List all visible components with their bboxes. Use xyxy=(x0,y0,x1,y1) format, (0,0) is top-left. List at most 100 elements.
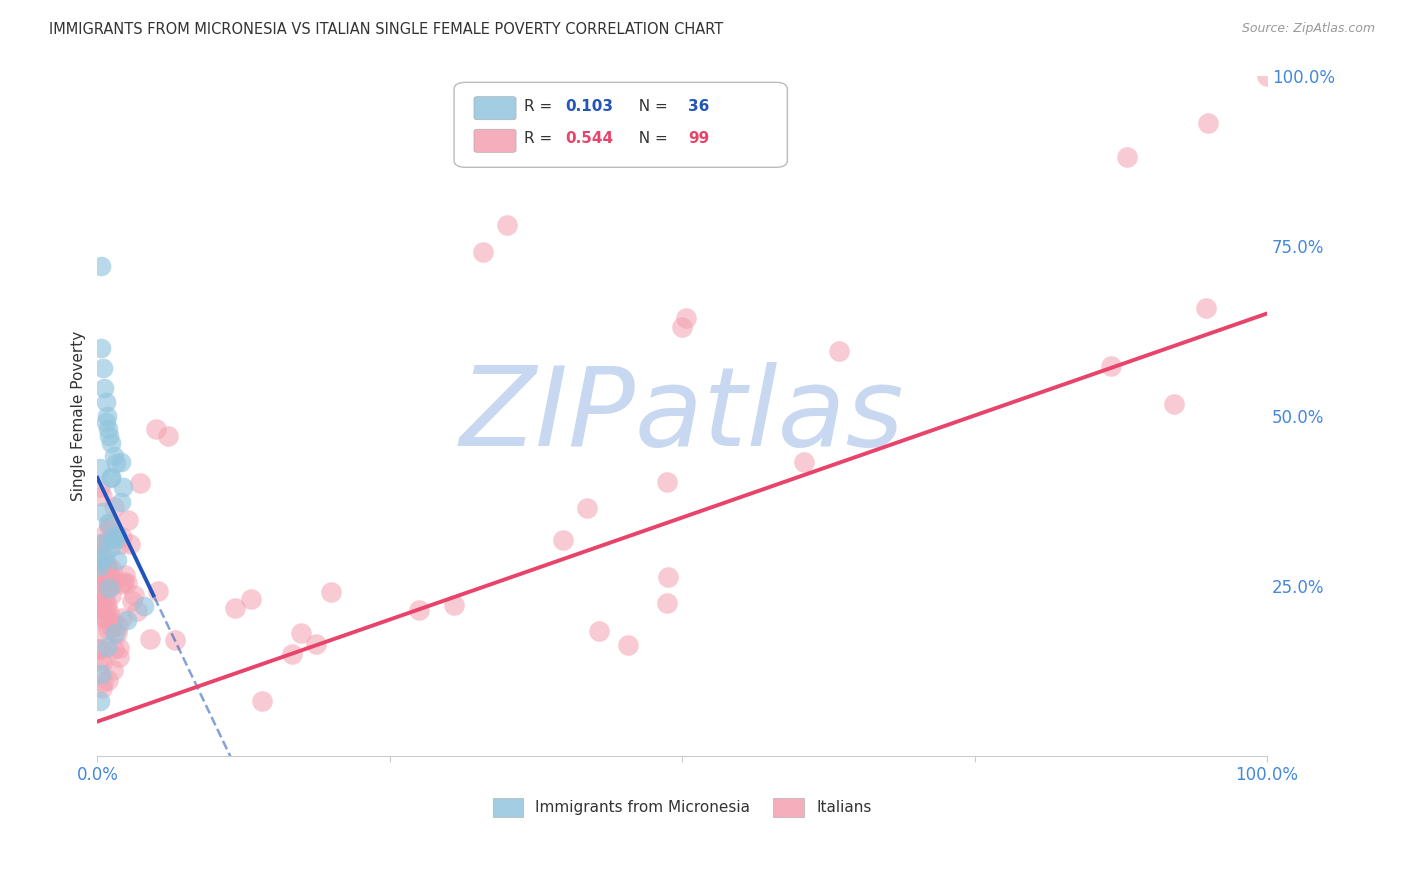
Point xyxy=(101,615,124,629)
Text: 0.103: 0.103 xyxy=(565,99,613,113)
Point xyxy=(97,622,120,636)
Point xyxy=(89,558,111,573)
FancyBboxPatch shape xyxy=(474,96,516,120)
Point xyxy=(89,461,111,475)
Point xyxy=(120,537,142,551)
Point xyxy=(224,601,246,615)
Point xyxy=(443,599,465,613)
Point xyxy=(110,495,132,509)
Point xyxy=(576,501,599,516)
Point xyxy=(110,530,132,544)
Point xyxy=(96,559,118,574)
Point xyxy=(97,673,120,687)
FancyBboxPatch shape xyxy=(454,82,787,168)
Point xyxy=(472,245,495,260)
Point xyxy=(105,532,128,546)
Point xyxy=(1099,359,1122,373)
Point xyxy=(101,563,124,577)
Point xyxy=(93,600,115,615)
Point xyxy=(111,611,134,625)
Point xyxy=(114,567,136,582)
Point xyxy=(1197,116,1219,130)
Point xyxy=(93,674,115,689)
Point xyxy=(93,580,115,594)
Point xyxy=(97,578,120,592)
Point xyxy=(305,637,328,651)
Point xyxy=(91,681,114,695)
Point xyxy=(319,585,342,599)
Point xyxy=(139,632,162,646)
Point xyxy=(93,536,115,550)
Point xyxy=(87,568,110,582)
Point xyxy=(89,641,111,656)
Point xyxy=(117,576,139,591)
Point xyxy=(250,694,273,708)
Point xyxy=(163,633,186,648)
Point xyxy=(97,422,120,436)
Point xyxy=(97,518,120,533)
Point xyxy=(103,663,125,677)
Legend: Immigrants from Micronesia, Italians: Immigrants from Micronesia, Italians xyxy=(486,792,877,822)
Point xyxy=(105,626,128,640)
Point xyxy=(89,564,111,578)
Point xyxy=(94,590,117,604)
Text: 99: 99 xyxy=(688,131,709,146)
Point xyxy=(588,624,610,639)
FancyBboxPatch shape xyxy=(474,129,516,153)
Point xyxy=(112,575,135,590)
Point xyxy=(1115,150,1137,164)
Point xyxy=(87,582,110,596)
Point xyxy=(98,520,121,534)
Text: R =: R = xyxy=(524,131,557,146)
Point xyxy=(96,599,118,613)
Point xyxy=(98,429,121,443)
Point xyxy=(793,455,815,469)
Point xyxy=(657,570,679,584)
Point xyxy=(100,471,122,485)
Point xyxy=(828,344,851,359)
Point xyxy=(100,435,122,450)
Point xyxy=(616,638,638,652)
Text: N =: N = xyxy=(630,131,673,146)
Point xyxy=(87,601,110,615)
Point xyxy=(93,549,115,564)
Point xyxy=(90,536,112,550)
Point xyxy=(89,597,111,611)
Point xyxy=(551,533,574,547)
Point xyxy=(1256,69,1278,83)
Text: ZIPatlas: ZIPatlas xyxy=(460,362,904,469)
Point xyxy=(105,528,128,542)
Point xyxy=(408,603,430,617)
Point xyxy=(91,656,114,670)
Point xyxy=(117,513,139,527)
Point xyxy=(90,667,112,681)
Text: R =: R = xyxy=(524,99,557,113)
Point xyxy=(90,259,112,273)
Point xyxy=(121,594,143,608)
Point xyxy=(112,480,135,494)
Point xyxy=(103,450,125,464)
Point xyxy=(110,455,132,469)
Point xyxy=(103,500,125,514)
Point xyxy=(1163,396,1185,410)
Point xyxy=(94,525,117,540)
Point xyxy=(94,415,117,429)
Y-axis label: Single Female Poverty: Single Female Poverty xyxy=(72,330,86,500)
Point xyxy=(100,470,122,484)
Point xyxy=(103,642,125,657)
Point xyxy=(675,310,697,325)
Point xyxy=(89,480,111,494)
Point xyxy=(134,599,156,613)
Point xyxy=(96,601,118,615)
Point xyxy=(290,626,312,640)
Point xyxy=(87,653,110,667)
Point xyxy=(105,553,128,567)
Point xyxy=(101,531,124,545)
Point xyxy=(100,540,122,554)
Text: Source: ZipAtlas.com: Source: ZipAtlas.com xyxy=(1241,22,1375,36)
Point xyxy=(90,341,112,355)
Point xyxy=(145,422,167,436)
Point xyxy=(96,640,118,654)
Point xyxy=(90,545,112,559)
Point xyxy=(100,588,122,602)
